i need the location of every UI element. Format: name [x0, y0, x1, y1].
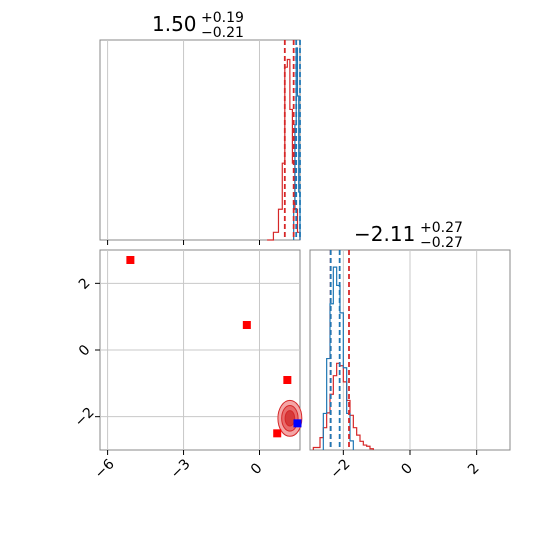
joint-x-label-2: 0	[248, 460, 266, 478]
right-x-label-1: 0	[398, 460, 416, 478]
joint-red-marker-2	[283, 376, 292, 384]
panel-param2-histogram: −2 0 2	[309, 249, 511, 482]
joint-y-label-2: −2	[72, 404, 98, 430]
right-hist-red	[312, 362, 374, 450]
title-param1-minus: −0.21	[201, 25, 244, 41]
panel-param1-histogram	[99, 39, 301, 245]
joint-red-marker-1	[242, 321, 251, 329]
joint-x-label-1: −3	[168, 456, 194, 482]
joint-red-marker-3	[273, 429, 282, 438]
joint-y-label-0: 2	[76, 275, 94, 293]
joint-red-marker-0	[126, 256, 135, 264]
title-param1: 1.50 +0.19 −0.21	[152, 10, 244, 41]
right-x-label-0: −2	[328, 456, 354, 482]
joint-contour-inner	[284, 410, 296, 427]
title-param1-value: 1.50	[152, 12, 197, 36]
right-x-label-2: 2	[465, 460, 483, 478]
title-param1-plus: +0.19	[201, 10, 244, 26]
title-param2: −2.11 +0.27 −0.27	[354, 220, 463, 251]
joint-x-label-0: −6	[92, 456, 118, 482]
top-frame	[99, 39, 301, 241]
title-param2-minus: −0.27	[420, 235, 463, 251]
panel-joint-2d: −6 −3 0 2 0 −2	[72, 249, 303, 482]
joint-y-label-1: 0	[76, 342, 94, 360]
title-param2-value: −2.11	[354, 222, 415, 246]
title-param2-plus: +0.27	[420, 220, 463, 236]
joint-blue-marker-0	[293, 419, 302, 428]
